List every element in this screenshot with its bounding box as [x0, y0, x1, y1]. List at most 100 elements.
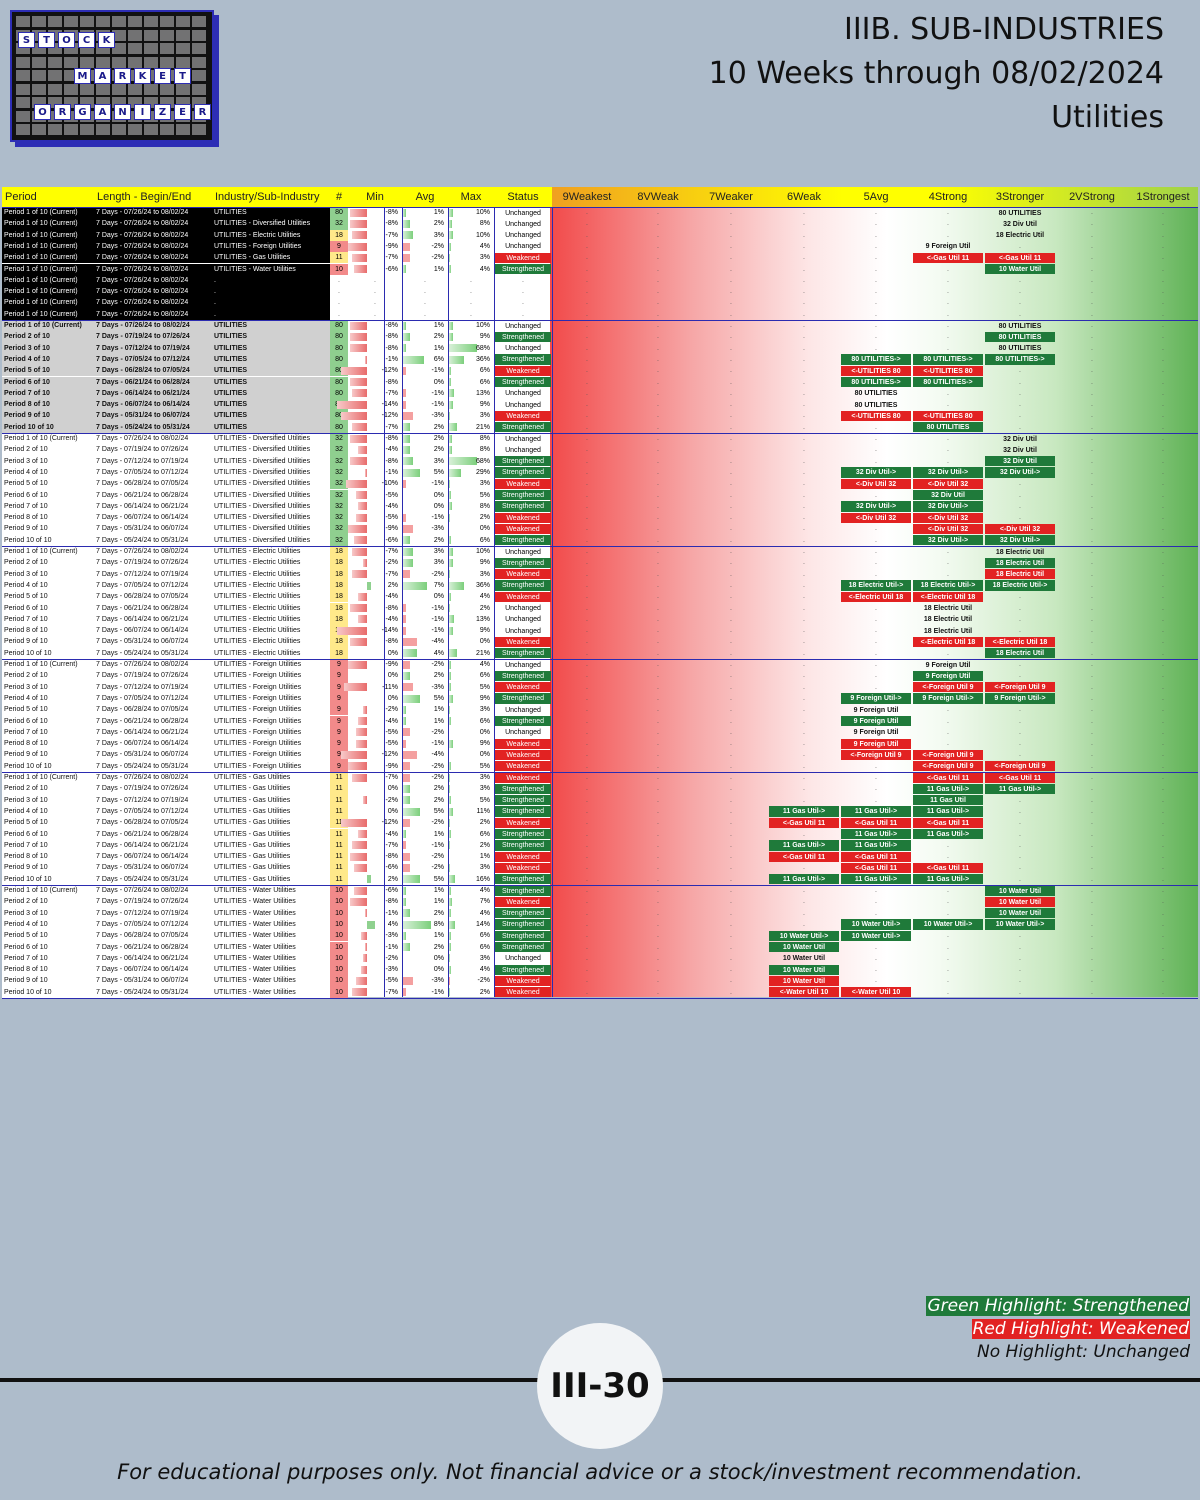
cell-industry: UTILITIES - Diversified Utilities: [214, 220, 311, 228]
avg-cell: -2%: [431, 728, 444, 736]
empty-strength-cell: .: [947, 841, 949, 849]
empty-strength-cell: .: [1162, 864, 1164, 872]
row-label-bg: [2, 274, 330, 287]
empty-strength-cell: .: [875, 672, 877, 680]
cell-period: Period 5 of 10: [4, 367, 50, 375]
cell-length: 7 Days - 07/05/24 to 07/12/24: [96, 920, 189, 928]
empty-strength-cell: .: [586, 548, 588, 555]
max-bar: [448, 920, 455, 929]
min-bar: [362, 558, 367, 567]
max-cell: 68%: [475, 344, 490, 352]
min-bar: [341, 818, 367, 827]
empty-strength-cell: .: [1019, 841, 1021, 849]
count-cell: 32: [330, 444, 348, 456]
max-cell: 10%: [475, 209, 490, 216]
avg-bar: [402, 784, 410, 793]
cell-period: Period 5 of 10: [4, 480, 48, 488]
row-label-bg: [2, 873, 330, 885]
empty-strength-cell: .: [1091, 389, 1093, 397]
logo-tile: [16, 110, 30, 122]
empty-strength-cell: .: [947, 977, 949, 985]
strength-placement: 10 Water Util: [769, 942, 839, 953]
cell-period: Period 6 of 10: [4, 830, 48, 838]
logo-letter: G: [74, 104, 91, 120]
empty-strength-cell: .: [730, 593, 732, 601]
strength-placement: <-Div Util 32: [841, 478, 911, 489]
empty-strength-cell: .: [730, 276, 732, 284]
count-cell: 32: [330, 534, 348, 546]
empty-strength-cell: .: [730, 548, 732, 555]
cell-industry: UTILITIES - Foreign Utilities: [214, 728, 302, 736]
empty-strength-cell: .: [730, 661, 732, 668]
min-cell: -8%: [385, 378, 398, 386]
empty-strength-cell: .: [1019, 830, 1021, 838]
strength-placement: 10 Water Util: [985, 885, 1055, 896]
empty-strength-cell: .: [586, 841, 588, 849]
group-divider: [2, 772, 1198, 773]
cell-period: Period 5 of 10: [4, 706, 48, 714]
cell-industry: UTILITIES - Electric Utilities: [214, 548, 301, 555]
empty-strength-cell: .: [1091, 491, 1093, 499]
empty-strength-cell: .: [657, 514, 659, 522]
status-cell: Unchanged: [505, 627, 541, 635]
status-cell: Weakened: [495, 817, 551, 828]
cell-industry: UTILITIES - Gas Utilities: [214, 807, 291, 815]
empty-strength-cell: .: [1162, 412, 1164, 420]
empty-strength-cell: .: [657, 694, 659, 702]
empty-strength-cell: .: [1091, 966, 1093, 974]
empty-strength-cell: .: [947, 344, 949, 352]
cell-length: 7 Days - 06/14/24 to 06/21/24: [96, 615, 189, 623]
empty-strength-cell: .: [803, 661, 805, 668]
empty-strength-cell: .: [730, 480, 732, 488]
empty-strength-cell: .: [586, 288, 588, 296]
empty-strength-cell: .: [586, 762, 588, 770]
cell-industry: UTILITIES - Diversified Utilities: [214, 435, 311, 442]
max-bar: [448, 242, 451, 251]
empty-strength-cell: .: [1019, 864, 1021, 872]
logo-tile: [144, 56, 158, 68]
empty-strength-cell: .: [947, 966, 949, 974]
cell-industry: UTILITIES - Diversified Utilities: [214, 502, 311, 510]
avg-bar: [402, 558, 414, 567]
empty-cell: .: [424, 276, 426, 284]
cell-industry: UTILITIES - Diversified Utilities: [214, 525, 311, 533]
min-bar: [337, 626, 367, 635]
cell-length: 7 Days - 07/26/24 to 08/02/24: [96, 299, 189, 307]
cell-length: 7 Days - 07/26/24 to 08/02/24: [96, 288, 189, 296]
empty-strength-cell: .: [875, 310, 877, 318]
cell-period: Period 8 of 10: [4, 853, 48, 861]
empty-strength-cell: .: [657, 966, 659, 974]
empty-strength-cell: .: [586, 728, 588, 736]
empty-strength-cell: .: [657, 672, 659, 680]
cell-period: Period 7 of 10: [4, 954, 48, 962]
group-divider: [2, 320, 1198, 321]
strength-placement: 9 Foreign Util: [853, 706, 899, 714]
row-label-bg: [2, 862, 330, 874]
empty-strength-cell: .: [875, 796, 877, 804]
empty-strength-cell: .: [1019, 751, 1021, 759]
count-cell: 18: [330, 602, 348, 614]
cell-industry: .: [214, 276, 216, 284]
min-cell: -7%: [385, 570, 398, 578]
cell-period: Period 4 of 10: [4, 694, 48, 702]
avg-bar: [402, 671, 410, 680]
row-label-bg: [2, 625, 330, 637]
empty-cell: .: [522, 288, 524, 296]
min-bar: [352, 988, 367, 997]
min-bar: [356, 513, 367, 522]
empty-cell: .: [470, 288, 472, 296]
max-bar: [448, 864, 451, 872]
status-cell: Strengthened: [495, 840, 551, 851]
logo-tile: [64, 83, 78, 95]
empty-strength-cell: .: [947, 740, 949, 748]
max-cell: 5%: [479, 683, 490, 691]
empty-strength-cell: .: [730, 796, 732, 804]
row-label-bg: [2, 410, 330, 422]
row-label-bg: [2, 749, 330, 761]
cell-industry: UTILITIES: [214, 209, 247, 216]
max-bar: [448, 717, 452, 726]
cell-industry: UTILITIES - Diversified Utilities: [214, 491, 311, 499]
logo-letter: Z: [154, 104, 171, 120]
max-bar: [448, 253, 451, 262]
